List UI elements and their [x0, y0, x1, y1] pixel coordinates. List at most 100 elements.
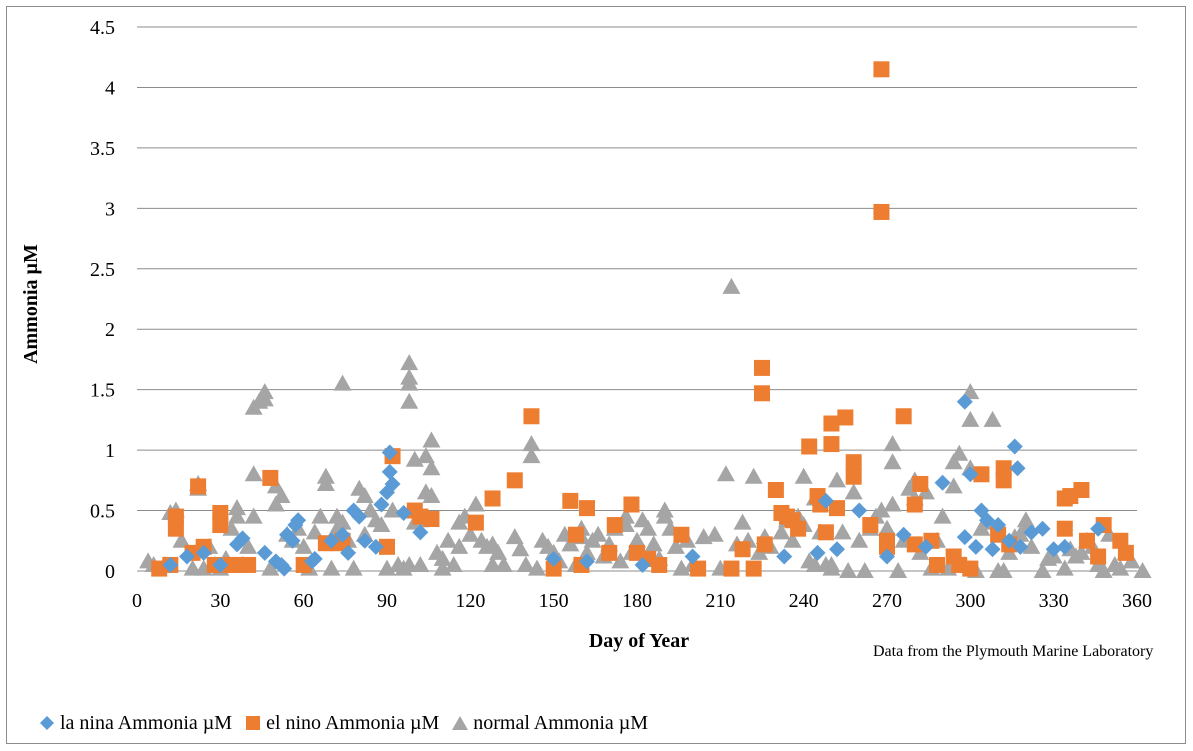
- y-tick-label: 3.5: [90, 138, 115, 160]
- data-point-triangle: [400, 354, 419, 371]
- data-point-triangle: [883, 435, 902, 452]
- legend-label-el-nino: el nino Ammonia µM: [266, 711, 440, 734]
- data-point-triangle: [444, 555, 463, 572]
- data-point-triangle: [889, 562, 908, 578]
- data-point-diamond: [340, 544, 357, 561]
- data-point-diamond: [395, 504, 412, 521]
- x-tick-label: 360: [1122, 590, 1152, 612]
- triangle-marker-icon: [452, 716, 469, 730]
- legend-label-la-nina: la nina Ammonia µM: [60, 711, 233, 734]
- data-point-triangle: [1055, 559, 1074, 576]
- data-point-triangle: [466, 495, 485, 512]
- data-point-triangle: [416, 447, 435, 464]
- data-point-triangle: [839, 562, 858, 578]
- data-point-diamond: [879, 548, 895, 565]
- chart-frame: [6, 6, 1186, 744]
- y-tick-label: 2.5: [90, 259, 115, 281]
- data-point-triangle: [344, 559, 363, 576]
- data-point-square: [623, 496, 640, 513]
- data-point-triangle: [261, 559, 280, 576]
- data-point-diamond: [1001, 532, 1018, 549]
- data-point-triangle: [855, 562, 874, 578]
- data-point-diamond: [1034, 520, 1051, 537]
- data-point-triangle: [933, 507, 952, 524]
- data-point-square: [745, 560, 762, 577]
- x-tick-label: 60: [294, 590, 314, 612]
- data-point-square: [734, 541, 751, 558]
- data-point-triangle: [716, 465, 735, 482]
- x-tick-label: 210: [705, 590, 735, 612]
- data-point-square: [756, 536, 773, 553]
- y-tick-label: 4: [105, 77, 115, 99]
- legend-item-normal[interactable]: normal Ammonia µM: [451, 712, 648, 735]
- data-point-triangle: [872, 501, 891, 518]
- data-point-square: [423, 511, 440, 528]
- data-point-square: [837, 409, 854, 426]
- legend-item-la-nina[interactable]: la nina Ammonia µM: [38, 712, 232, 735]
- data-point-triangle: [722, 277, 741, 294]
- data-point-triangle: [833, 523, 852, 540]
- data-point-triangle: [333, 374, 352, 391]
- x-tick-label: 240: [789, 590, 819, 612]
- data-point-square: [845, 454, 862, 471]
- data-point-square: [601, 544, 618, 561]
- data-point-triangle: [844, 483, 863, 500]
- data-point-square: [790, 520, 807, 537]
- x-tick-label: 150: [539, 590, 569, 612]
- data-point-triangle: [255, 383, 274, 400]
- legend-item-el-nino[interactable]: el nino Ammonia µM: [244, 712, 439, 735]
- data-point-diamond: [956, 393, 973, 410]
- data-point-triangle: [950, 444, 969, 461]
- data-point-diamond: [384, 475, 401, 492]
- data-point-diamond: [917, 538, 934, 555]
- data-point-triangle: [505, 528, 524, 545]
- data-point-triangle: [822, 555, 841, 572]
- data-point-square: [929, 556, 945, 573]
- data-point-diamond: [851, 502, 868, 519]
- data-point-triangle: [1133, 562, 1152, 578]
- y-tick-label: 1.5: [90, 380, 115, 402]
- data-point-square: [484, 490, 501, 507]
- data-point-square: [1073, 482, 1090, 499]
- data-point-triangle: [333, 513, 352, 530]
- data-point-triangle: [400, 374, 419, 391]
- data-point-triangle: [228, 507, 246, 524]
- data-point-triangle: [422, 487, 441, 504]
- data-point-diamond: [809, 544, 826, 561]
- data-point-triangle: [266, 495, 285, 512]
- data-point-triangle: [494, 555, 513, 572]
- data-point-triangle: [589, 525, 608, 542]
- data-point-square: [973, 466, 990, 483]
- y-tick-label: 3: [105, 198, 115, 220]
- data-point-diamond: [351, 508, 368, 525]
- data-point-diamond: [276, 560, 293, 577]
- legend-label-normal: normal Ammonia µM: [473, 711, 649, 734]
- data-point-diamond: [162, 556, 179, 573]
- data-point-square: [467, 514, 484, 531]
- data-point-triangle: [489, 543, 508, 560]
- data-point-diamond: [817, 492, 834, 509]
- data-point-square: [845, 468, 862, 485]
- data-point-square: [962, 560, 979, 577]
- data-point-square: [523, 408, 540, 425]
- data-point-diamond: [545, 550, 562, 567]
- data-point-diamond: [579, 553, 595, 570]
- x-tick-label: 300: [955, 590, 985, 612]
- data-point-triangle: [400, 392, 419, 409]
- data-point-diamond: [381, 444, 398, 461]
- data-point-square: [545, 560, 562, 577]
- square-marker-icon: [246, 716, 261, 730]
- data-point-diamond: [334, 526, 351, 543]
- data-point-triangle: [1033, 562, 1052, 578]
- data-point-triangle: [355, 487, 374, 504]
- data-point-triangle: [994, 562, 1013, 578]
- data-point-diamond: [412, 524, 429, 541]
- data-point-triangle: [883, 453, 902, 470]
- data-point-diamond: [381, 463, 398, 480]
- x-tick-label: 30: [210, 590, 230, 612]
- data-point-square: [995, 460, 1012, 477]
- data-point-triangle: [850, 531, 869, 548]
- data-point-triangle: [511, 540, 530, 557]
- x-tick-label: 330: [1039, 590, 1069, 612]
- data-point-triangle: [239, 537, 258, 554]
